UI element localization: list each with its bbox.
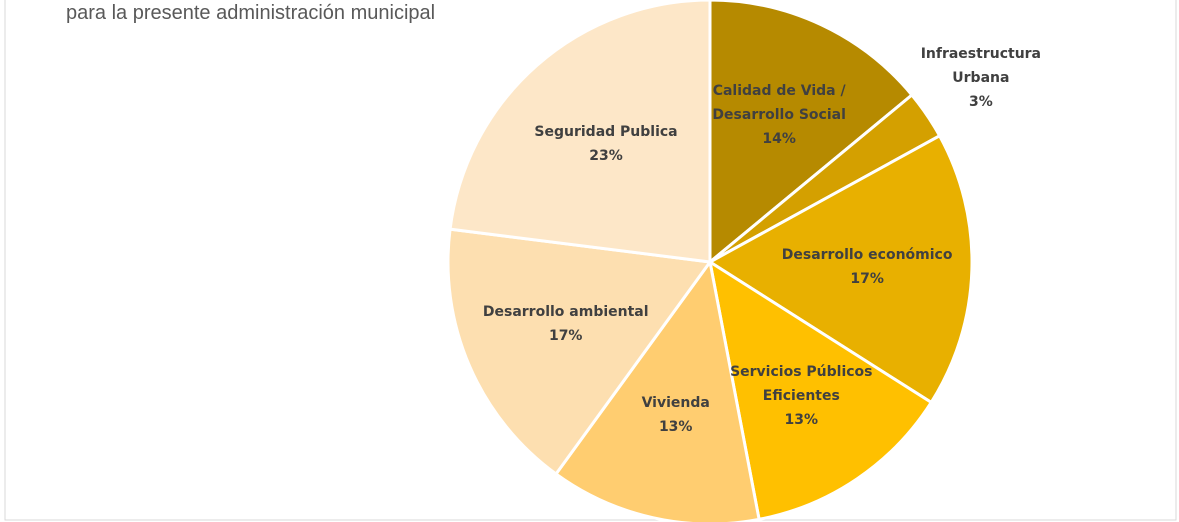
frame: [4, 0, 1177, 521]
slice-value: 3%: [968, 93, 993, 110]
slice-value: 23%: [589, 148, 623, 165]
pie-slice: [448, 0, 712, 264]
slice-value: 17%: [548, 328, 583, 345]
slice-value: 17%: [850, 270, 884, 287]
slice-value: 13%: [784, 412, 819, 429]
pie-slice: [553, 258, 761, 522]
slice-name: Desarrollo ambiental: [482, 304, 649, 321]
slice-value: 13%: [658, 419, 693, 436]
slice-label: Desarrollo económico 17%: [772, 243, 962, 291]
slice-label: Seguridad Publica 23%: [516, 120, 696, 168]
chart-title: para la presente administración municipa…: [66, 2, 436, 24]
slice-label: Desarrollo ambiental 17%: [471, 300, 661, 348]
pie-slice: [707, 133, 974, 405]
slice-name: Vivienda: [641, 395, 710, 412]
slice-label: Infraestructura Urbana 3%: [891, 42, 1071, 114]
pie-slice: [707, 258, 934, 522]
pie-slice: [446, 227, 713, 477]
slice-value: 14%: [762, 131, 796, 148]
slice-label: Servicios Públicos Eficientes 13%: [726, 360, 876, 432]
slice-label: Vivienda 13%: [601, 391, 751, 439]
slice-name: Servicios Públicos Eficientes: [730, 364, 873, 405]
slice-label: Calidad de Vida / Desarrollo Social 14%: [699, 79, 859, 151]
slice-name: Desarrollo económico: [781, 246, 953, 263]
pie-slice: [708, 0, 914, 266]
slice-name: Calidad de Vida / Desarrollo Social: [712, 83, 846, 124]
slice-name: Infraestructura Urbana: [920, 45, 1042, 86]
slice-name: Seguridad Publica: [534, 124, 678, 141]
